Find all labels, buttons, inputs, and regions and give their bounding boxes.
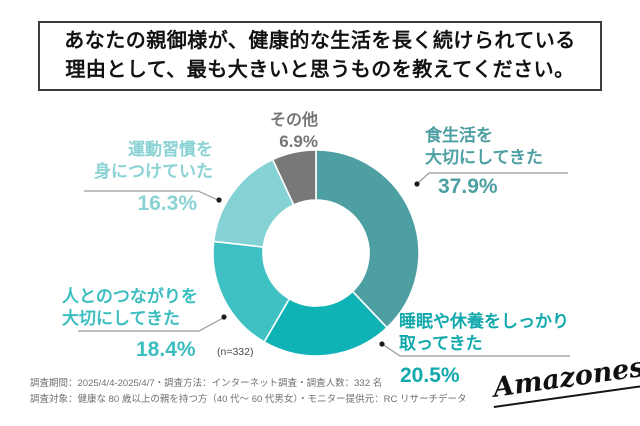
slice-label-exercise: 運動習慣を 身につけていた 16.3% xyxy=(58,139,213,215)
slice-label-sleep-text: 睡眠や休養をしっかり 取ってきた xyxy=(399,312,569,353)
slice-percent-diet: 37.9% xyxy=(438,175,498,198)
donut-chart-container xyxy=(206,143,426,363)
donut-chart xyxy=(212,149,420,357)
sample-size-note: (n=332) xyxy=(217,346,254,358)
slice-label-other: その他 6.9% xyxy=(232,111,318,152)
slice-percent-other: 6.9% xyxy=(279,132,318,151)
survey-footnote-line-1: 調査期間：2025/4/4-2025/4/7・調査方法：インターネット調査・調査… xyxy=(30,378,383,389)
donut-slice-4 xyxy=(271,149,317,206)
survey-footnote-line-2: 調査対象：健康な 80 歳以上の親を持つ方（40 代～ 60 代男女）・モニター… xyxy=(30,393,467,405)
slice-percent-social: 18.4% xyxy=(136,338,196,361)
slice-label-diet: 食生活を 大切にしてきた 37.9% xyxy=(425,125,543,198)
question-title-line-2: 理由として、最も大きいと思うものを教えてください。 xyxy=(65,59,575,81)
slice-label-diet-text: 食生活を 大切にしてきた xyxy=(425,126,543,167)
slice-percent-exercise: 16.3% xyxy=(137,192,197,215)
slice-percent-sleep: 20.5% xyxy=(400,364,460,387)
question-title-box: あなたの親御様が、健康的な生活を長く続けられている 理由として、最も大きいと思う… xyxy=(38,21,602,91)
slice-label-social-text: 人とのつながりを 大切にしてきた xyxy=(62,287,198,328)
slice-label-sleep: 睡眠や休養をしっかり 取ってきた 20.5% xyxy=(399,311,569,387)
slice-label-other-text: その他 xyxy=(269,112,318,129)
slice-label-social: 人とのつながりを 大切にしてきた 18.4% xyxy=(62,286,198,361)
question-title-line-1: あなたの親御様が、健康的な生活を長く続けられている xyxy=(64,30,576,52)
donut-slice-0 xyxy=(315,149,420,329)
slice-label-exercise-text: 運動習慣を 身につけていた xyxy=(94,140,213,181)
survey-footnote: 調査期間：2025/4/4-2025/4/7・調査方法：インターネット調査・調査… xyxy=(30,376,467,407)
